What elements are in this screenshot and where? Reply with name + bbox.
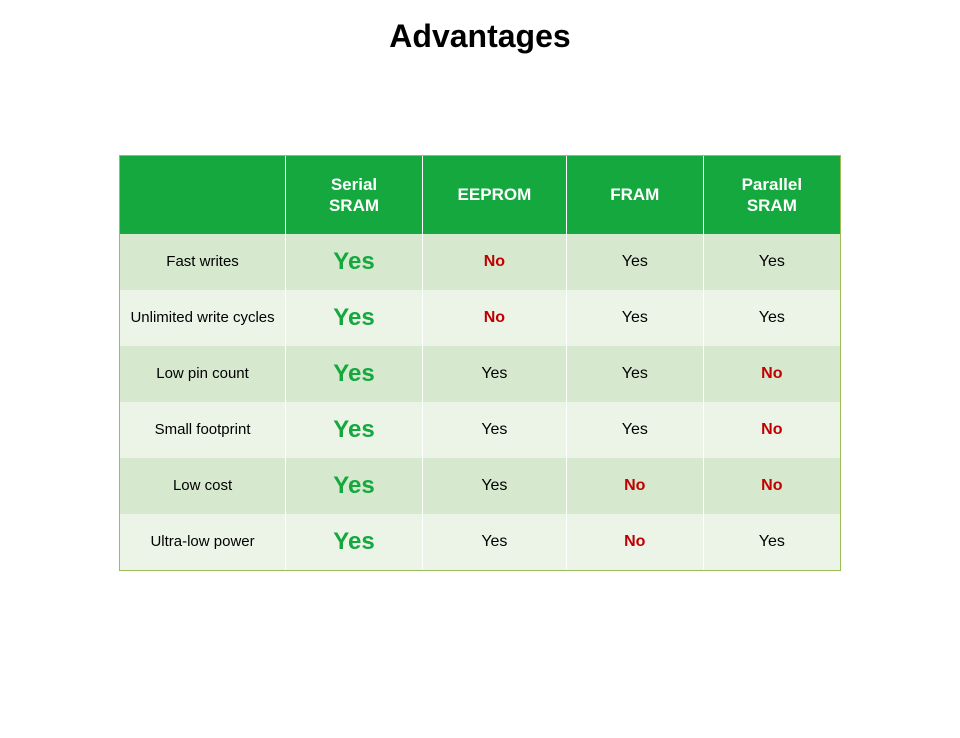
yes-highlight: Yes	[333, 360, 374, 387]
col-header-blank	[120, 156, 286, 234]
col-header-fram: FRAM	[566, 156, 703, 234]
table-cell: No	[703, 402, 840, 458]
table-cell: Yes	[703, 514, 840, 570]
table-cell: Yes	[422, 458, 566, 514]
table-cell: Yes	[703, 290, 840, 346]
no-value: No	[624, 477, 645, 494]
row-label: Low pin count	[120, 346, 286, 402]
table-cell: Yes	[422, 346, 566, 402]
col-header-parallel-sram: ParallelSRAM	[703, 156, 840, 234]
yes-highlight: Yes	[333, 304, 374, 331]
yes-value: Yes	[622, 309, 648, 326]
table-header-row: SerialSRAM EEPROM FRAM ParallelSRAM	[120, 156, 840, 234]
table-row: Fast writes Yes No Yes Yes	[120, 234, 840, 290]
table-cell: No	[422, 234, 566, 290]
page-title: Advantages	[0, 18, 960, 55]
table-body: Fast writesYesNoYesYesUnlimited write cy…	[120, 234, 840, 570]
yes-value: Yes	[759, 253, 785, 270]
yes-value: Yes	[481, 365, 507, 382]
table-row: Small footprint Yes Yes Yes No	[120, 402, 840, 458]
row-label: Small footprint	[120, 402, 286, 458]
comparison-table: SerialSRAM EEPROM FRAM ParallelSRAM Fast…	[119, 155, 841, 571]
yes-value: Yes	[481, 533, 507, 550]
yes-value: Yes	[481, 477, 507, 494]
table-cell: Yes	[566, 346, 703, 402]
table-row: Ultra-low power Yes Yes No Yes	[120, 514, 840, 570]
table-cell: No	[566, 514, 703, 570]
no-value: No	[624, 533, 645, 550]
row-label: Low cost	[120, 458, 286, 514]
yes-highlight: Yes	[333, 472, 374, 499]
yes-value: Yes	[622, 365, 648, 382]
table-cell: Yes	[566, 234, 703, 290]
table-cell: Yes	[703, 234, 840, 290]
table-row: Low cost Yes Yes No No	[120, 458, 840, 514]
table-cell: No	[566, 458, 703, 514]
table-cell: Yes	[566, 290, 703, 346]
table-row: Unlimited write cycles Yes No Yes Yes	[120, 290, 840, 346]
table-cell: Yes	[286, 514, 423, 570]
yes-highlight: Yes	[333, 248, 374, 275]
table-cell: Yes	[286, 346, 423, 402]
table-cell: Yes	[566, 402, 703, 458]
table-cell: Yes	[286, 290, 423, 346]
col-header-eeprom: EEPROM	[422, 156, 566, 234]
no-value: No	[484, 253, 505, 270]
table-cell: Yes	[286, 402, 423, 458]
yes-highlight: Yes	[333, 416, 374, 443]
yes-value: Yes	[622, 253, 648, 270]
yes-value: Yes	[759, 309, 785, 326]
no-value: No	[761, 421, 782, 438]
yes-highlight: Yes	[333, 528, 374, 555]
table-row: Low pin count Yes Yes Yes No	[120, 346, 840, 402]
yes-value: Yes	[481, 421, 507, 438]
table-cell: Yes	[286, 234, 423, 290]
table-cell: Yes	[286, 458, 423, 514]
table-cell: Yes	[422, 402, 566, 458]
yes-value: Yes	[759, 533, 785, 550]
no-value: No	[484, 309, 505, 326]
table-cell: No	[703, 346, 840, 402]
table-cell: Yes	[422, 514, 566, 570]
col-header-serial-sram: SerialSRAM	[286, 156, 423, 234]
yes-value: Yes	[622, 421, 648, 438]
row-label: Fast writes	[120, 234, 286, 290]
no-value: No	[761, 477, 782, 494]
table-cell: No	[703, 458, 840, 514]
table-cell: No	[422, 290, 566, 346]
row-label: Unlimited write cycles	[120, 290, 286, 346]
row-label: Ultra-low power	[120, 514, 286, 570]
no-value: No	[761, 365, 782, 382]
